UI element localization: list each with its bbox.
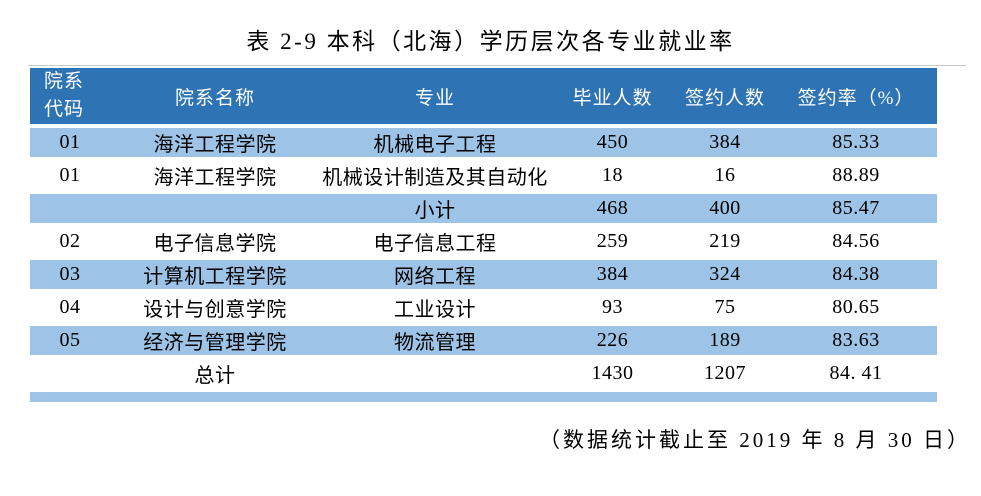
cell-signed: 400 — [675, 192, 775, 227]
cell-dept-name: 海洋工程学院 — [110, 159, 320, 194]
total-row: 总计 1430 1207 84. 41 — [30, 357, 937, 392]
cell-dept-name: 计算机工程学院 — [110, 258, 320, 293]
cell-sign-rate: 88.89 — [775, 159, 937, 194]
table-top-border — [28, 65, 966, 66]
cell-dept-code — [30, 357, 110, 392]
data-cutoff-note: （数据统计截止至 2019 年 8 月 30 日） — [539, 428, 971, 452]
cell-graduates: 259 — [550, 225, 675, 260]
cell-signed: 189 — [675, 324, 775, 359]
cell-graduates: 18 — [550, 159, 675, 194]
cell-signed: 324 — [675, 258, 775, 293]
cell-dept-name: 总计 — [110, 357, 320, 392]
cell-graduates: 384 — [550, 258, 675, 293]
header-signed: 签约人数 — [675, 68, 775, 128]
cell-sign-rate: 85.47 — [775, 192, 937, 227]
cell-dept-name: 电子信息学院 — [110, 225, 320, 260]
header-row: 院系 代码 院系名称 专业 毕业人数 签约人数 签约率（%） — [30, 68, 937, 128]
cell-signed: 219 — [675, 225, 775, 260]
employment-rate-table: 院系 代码 院系名称 专业 毕业人数 签约人数 签约率（%） 01 海洋工程学院… — [30, 68, 937, 392]
cell-major — [320, 357, 550, 392]
header-graduates: 毕业人数 — [550, 68, 675, 128]
cell-sign-rate: 84.56 — [775, 225, 937, 260]
cell-dept-code: 01 — [30, 159, 110, 194]
cell-dept-code: 03 — [30, 258, 110, 293]
table-caption: 表 2-9 本科（北海）学历层次各专业就业率 — [246, 29, 735, 54]
table-row: 04 设计与创意学院 工业设计 93 75 80.65 — [30, 291, 937, 326]
cell-dept-code: 04 — [30, 291, 110, 326]
cell-major: 小计 — [320, 192, 550, 227]
cell-signed: 1207 — [675, 357, 775, 392]
cell-dept-name — [110, 192, 320, 227]
header-dept-name: 院系名称 — [110, 68, 320, 128]
cell-major: 工业设计 — [320, 291, 550, 326]
cell-graduates: 450 — [550, 126, 675, 161]
cell-major: 物流管理 — [320, 324, 550, 359]
cell-dept-code: 05 — [30, 324, 110, 359]
table-row: 01 海洋工程学院 机械电子工程 450 384 85.33 — [30, 126, 937, 161]
cell-graduates: 468 — [550, 192, 675, 227]
table-row: 02 电子信息学院 电子信息工程 259 219 84.56 — [30, 225, 937, 260]
table-row: 01 海洋工程学院 机械设计制造及其自动化 18 16 88.89 — [30, 159, 937, 194]
report-page: 表 2-9 本科（北海）学历层次各专业就业率 院系 代码 院系名称 专业 毕业人… — [0, 26, 981, 496]
cell-dept-code: 02 — [30, 225, 110, 260]
cell-graduates: 226 — [550, 324, 675, 359]
cell-dept-code: 01 — [30, 126, 110, 161]
cell-major: 机械电子工程 — [320, 126, 550, 161]
header-sign-rate: 签约率（%） — [775, 68, 937, 128]
table-row: 03 计算机工程学院 网络工程 384 324 84.38 — [30, 258, 937, 293]
cell-sign-rate: 85.33 — [775, 126, 937, 161]
cell-sign-rate: 84.38 — [775, 258, 937, 293]
table-bottom-bar — [30, 392, 937, 402]
cell-sign-rate: 83.63 — [775, 324, 937, 359]
cell-sign-rate: 80.65 — [775, 291, 937, 326]
cell-dept-code — [30, 192, 110, 227]
table-row: 05 经济与管理学院 物流管理 226 189 83.63 — [30, 324, 937, 359]
cell-graduates: 1430 — [550, 357, 675, 392]
cell-dept-name: 经济与管理学院 — [110, 324, 320, 359]
cell-sign-rate: 84. 41 — [775, 357, 937, 392]
subtotal-row: 小计 468 400 85.47 — [30, 192, 937, 227]
cell-major: 电子信息工程 — [320, 225, 550, 260]
cell-major: 机械设计制造及其自动化 — [320, 159, 550, 194]
cell-graduates: 93 — [550, 291, 675, 326]
cell-signed: 75 — [675, 291, 775, 326]
cell-dept-name: 海洋工程学院 — [110, 126, 320, 161]
cell-signed: 16 — [675, 159, 775, 194]
cell-dept-name: 设计与创意学院 — [110, 291, 320, 326]
header-major: 专业 — [320, 68, 550, 128]
cell-signed: 384 — [675, 126, 775, 161]
header-dept-code: 院系 代码 — [30, 68, 110, 128]
cell-major: 网络工程 — [320, 258, 550, 293]
